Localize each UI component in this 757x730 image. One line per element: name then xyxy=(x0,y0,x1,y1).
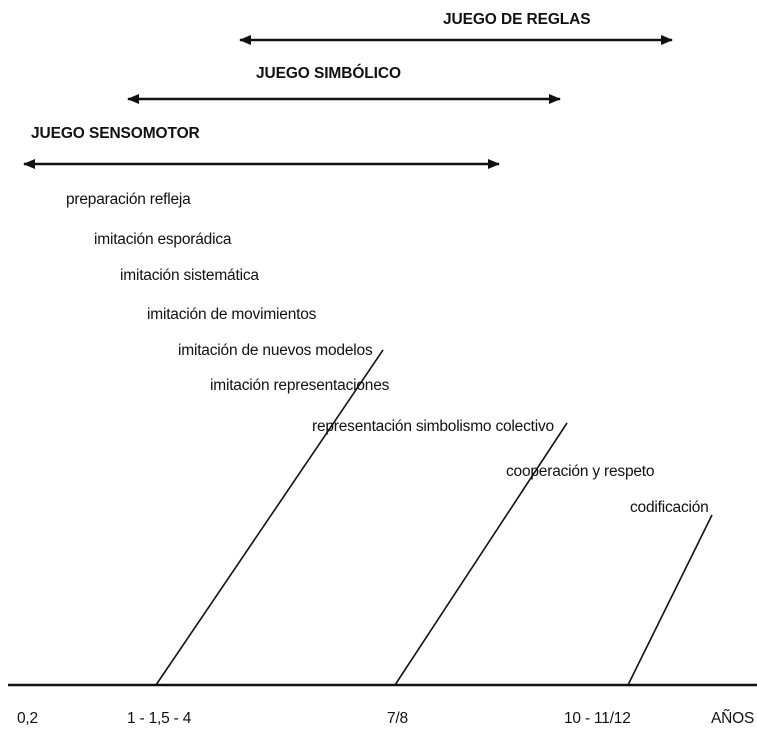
header-juego-de-reglas: JUEGO DE REGLAS xyxy=(443,11,591,28)
stage-imitacion-esporadica: imitación esporádica xyxy=(94,231,232,248)
stage-line-sensomotor xyxy=(155,349,384,686)
stage-imitacion-de-nuevos-modelos: imitación de nuevos modelos xyxy=(178,342,373,359)
stage-line-reglas xyxy=(627,514,713,686)
axis-tick-10-11-12: 10 - 11/12 xyxy=(564,710,631,727)
stage-line-simbolico xyxy=(394,422,568,686)
axis-tick-7-8: 7/8 xyxy=(387,710,408,727)
stage-codificacion: codificación xyxy=(630,499,709,516)
header-juego-sensomotor: JUEGO SENSOMOTOR xyxy=(31,125,200,142)
stage-imitacion-representaciones: imitación representaciones xyxy=(210,377,390,394)
stage-preparacion-refleja: preparación refleja xyxy=(66,191,191,208)
stage-cooperacion-y-respeto: cooperación y respeto xyxy=(506,463,655,480)
header-juego-simbolico: JUEGO SIMBÓLICO xyxy=(256,65,401,82)
stage-imitacion-sistematica: imitación sistemática xyxy=(120,267,259,284)
axis-unit-label: AÑOS xyxy=(711,710,755,727)
stage-representacion-simbolismo-colectivo: representación simbolismo colectivo xyxy=(312,418,554,435)
axis-tick-0-2: 0,2 xyxy=(17,710,38,727)
stage-imitacion-de-movimientos: imitación de movimientos xyxy=(147,306,317,323)
axis-tick-1-1-5-4: 1 - 1,5 - 4 xyxy=(127,710,192,727)
